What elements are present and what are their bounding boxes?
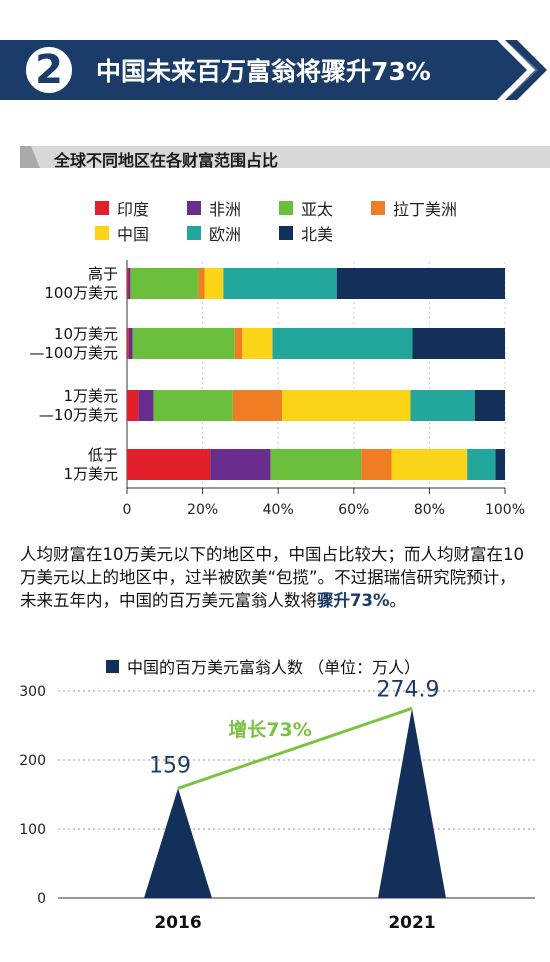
legend-label: 亚太 (301, 200, 334, 219)
legend-label: 印度 (117, 200, 150, 219)
category-label-line: 低于 (87, 445, 118, 464)
page-title: 中国未来百万富翁将骤升73% (96, 57, 431, 86)
legend-swatch (279, 226, 293, 240)
x-tick-label: 100% (485, 502, 525, 518)
legend-swatch (279, 201, 293, 215)
legend-swatch (95, 201, 109, 215)
category-label-line: 10万美元 (53, 324, 118, 343)
category-label: 高于 100万美元 (8, 265, 118, 303)
bar-segment (198, 268, 205, 299)
category-label: 1万美元 —10万美元 (8, 387, 118, 425)
category-label-line: —100万美元 (29, 343, 118, 362)
legend-swatch (187, 226, 201, 240)
x-tick-label: 80% (414, 502, 445, 518)
data-triangle (144, 788, 212, 898)
legend-item: 欧洲 (187, 224, 242, 244)
legend-swatch (95, 226, 109, 240)
category-label-line: —10万美元 (38, 405, 118, 424)
bar-segment (127, 328, 129, 359)
category-label-line: 高于 (87, 264, 118, 283)
bar-segment (132, 328, 235, 359)
bar-segment (234, 328, 243, 359)
data-triangle (378, 708, 446, 898)
growth-line (177, 706, 413, 790)
legend-label: 拉丁美洲 (393, 200, 458, 219)
bar-segment (127, 390, 139, 421)
y-tick-label: 100 (19, 822, 46, 838)
category-label: 10万美元 —100万美元 (8, 325, 118, 363)
x-tick-label: 0 (123, 502, 132, 518)
bar-segment (153, 390, 233, 421)
bar-segment (130, 268, 199, 299)
legend-label: 欧洲 (209, 225, 242, 244)
bar-segment (410, 390, 475, 421)
legend-swatch (106, 659, 119, 673)
bar-segment (204, 268, 224, 299)
category-label: 低于 1万美元 (8, 446, 118, 484)
header-banner (0, 40, 550, 100)
bar-segment (128, 328, 133, 359)
legend-item: 印度 (95, 199, 150, 219)
bar-segment (223, 268, 337, 299)
bar-segment (138, 390, 154, 421)
legend-label: 北美 (301, 225, 334, 244)
millionaire-chart: 0 100 200 300 159 274.9 增长73% 2016 2021 (19, 680, 535, 933)
bar-segment (127, 449, 211, 480)
bar-segment (467, 449, 496, 480)
millionaire-chart-legend: 中国的百万美元富翁人数 （单位：万人） (106, 654, 420, 678)
legend-label: 中国 (117, 225, 150, 244)
section-title-bar (20, 146, 550, 168)
bar-segment (270, 449, 362, 480)
section-title: 全球不同地区在各财富范围占比 (54, 151, 279, 170)
y-tick-label: 0 (37, 891, 46, 907)
x-tick-label: 20% (187, 502, 218, 518)
bar-segment (242, 328, 273, 359)
legend-swatch (371, 201, 385, 215)
bar-segment (336, 268, 505, 299)
bar-segment (474, 390, 505, 421)
category-label-line: 1万美元 (63, 386, 118, 405)
bar-segment (391, 449, 468, 480)
bar-segment (361, 449, 392, 480)
description-highlight: 骤升73% (317, 591, 390, 610)
bar-segment (232, 390, 282, 421)
bar-segment (272, 328, 413, 359)
x-category-label: 2016 (154, 913, 201, 933)
bar-segment (412, 328, 505, 359)
value-label: 159 (149, 753, 191, 778)
description-text: 人均财富在10万美元以下的地区中，中国占比较大；而人均财富在10万美元以上的地区… (20, 545, 524, 610)
bar-segment (127, 268, 129, 299)
legend-label: 中国的百万美元富翁人数 （单位：万人） (127, 658, 421, 677)
legend-item: 非洲 (187, 199, 242, 219)
bar-segment (495, 449, 505, 480)
x-tick-label: 60% (338, 502, 369, 518)
y-tick-label: 200 (19, 753, 46, 769)
bar-segment (210, 449, 271, 480)
legend-item: 拉丁美洲 (371, 199, 458, 219)
legend-label: 非洲 (209, 200, 242, 219)
category-label-line: 100万美元 (44, 283, 118, 302)
description-paragraph: 人均财富在10万美元以下的地区中，中国占比较大；而人均财富在10万美元以上的地区… (20, 543, 532, 612)
legend-item: 亚太 (279, 199, 334, 219)
value-label: 274.9 (377, 680, 440, 702)
y-tick-label: 300 (19, 684, 46, 700)
legend-item: 中国 (95, 224, 150, 244)
bar-segment (128, 268, 131, 299)
x-category-label: 2021 (388, 913, 435, 933)
legend-item: 北美 (279, 224, 334, 244)
section-number-badge: 2 (22, 43, 76, 97)
growth-annotation: 增长73% (228, 718, 311, 741)
stacked-bar-chart: 0 20% 40% 60% 80% 100% (123, 260, 525, 518)
x-tick-label: 40% (263, 502, 294, 518)
legend-swatch (187, 201, 201, 215)
category-label-line: 1万美元 (63, 464, 118, 483)
bar-segment (281, 390, 411, 421)
description-end: 。 (389, 591, 407, 610)
banner-shape (0, 40, 547, 100)
